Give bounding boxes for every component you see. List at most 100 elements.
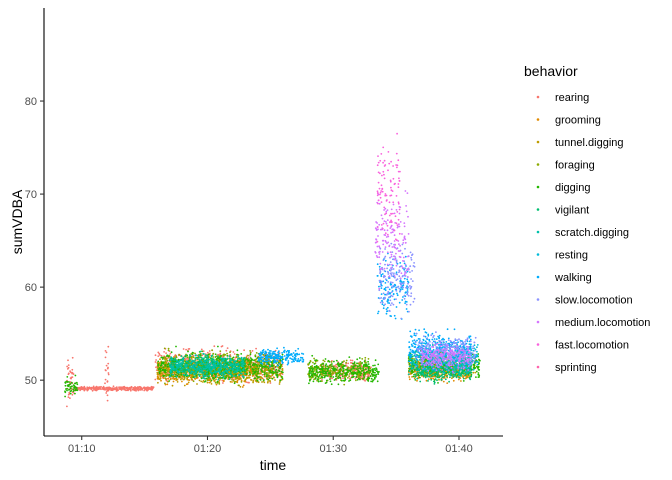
data-point-digging — [377, 373, 380, 375]
data-point-foraging — [219, 377, 222, 380]
data-point-digging — [373, 376, 376, 379]
data-point-rearing — [68, 391, 71, 394]
data-point-digging — [312, 370, 314, 373]
data-point-digging — [314, 372, 317, 375]
data-point-foraging — [192, 356, 195, 359]
data-point-digging — [216, 380, 219, 383]
data-point-digging — [255, 363, 257, 366]
data-point-grooming — [181, 380, 183, 383]
data-point-digging — [348, 356, 351, 358]
data-point-digging — [369, 370, 372, 372]
data-point-digging — [317, 366, 320, 369]
data-point-digging — [316, 371, 319, 374]
data-point-digging — [332, 366, 335, 368]
data-point-rearing — [67, 396, 70, 398]
data-point-foraging — [215, 355, 218, 358]
data-point-grooming — [236, 379, 239, 382]
data-point-digging — [266, 374, 269, 376]
data-point-digging — [276, 376, 279, 379]
data-point-rearing — [83, 387, 86, 390]
data-point-digging — [207, 372, 210, 375]
data-point-foraging — [166, 369, 168, 372]
data-point-digging — [371, 368, 373, 371]
data-point-rearing — [163, 351, 166, 353]
data-point-digging — [364, 363, 367, 365]
data-point-digging — [338, 376, 341, 379]
data-point-digging — [363, 360, 366, 363]
data-point-digging — [413, 358, 415, 360]
data-point-digging — [266, 366, 268, 369]
data-point-rearing — [249, 355, 251, 357]
data-point-digging — [341, 379, 343, 382]
data-point-tunnel-digging — [268, 372, 270, 375]
data-point-digging — [346, 368, 349, 370]
data-point-rearing — [66, 405, 68, 408]
data-point-grooming — [185, 383, 188, 386]
data-point-digging — [339, 370, 341, 373]
data-point-digging — [373, 367, 376, 370]
data-point-rearing — [79, 388, 82, 391]
data-point-rearing — [165, 352, 168, 354]
data-point-digging — [332, 376, 335, 378]
data-point-digging — [70, 381, 73, 384]
data-point-digging — [230, 376, 232, 379]
data-point-rearing — [105, 392, 108, 394]
data-point-digging — [325, 371, 328, 373]
data-point-digging — [252, 371, 255, 373]
data-point-grooming — [215, 383, 218, 386]
data-point-digging — [475, 370, 478, 373]
data-point-digging — [278, 365, 281, 368]
data-point-tunnel-digging — [158, 362, 161, 365]
data-point-tunnel-digging — [160, 372, 163, 375]
data-point-rearing — [331, 377, 333, 380]
data-point-digging — [341, 361, 344, 364]
data-point-rearing — [146, 386, 149, 389]
data-point-tunnel-digging — [159, 378, 161, 380]
data-point-rearing — [157, 355, 160, 357]
data-point-digging — [248, 371, 251, 374]
data-point-digging — [337, 377, 340, 380]
data-point-digging — [472, 367, 475, 369]
data-point-foraging — [199, 352, 202, 355]
data-point-digging — [281, 377, 284, 380]
data-point-foraging — [175, 356, 178, 359]
data-point-digging — [356, 358, 359, 361]
data-point-rearing — [155, 366, 157, 369]
data-point-rearing — [158, 352, 161, 355]
data-point-digging — [370, 377, 373, 380]
data-point-rearing — [107, 345, 110, 348]
data-point-digging — [321, 369, 324, 372]
data-point-foraging — [364, 356, 367, 359]
data-point-digging — [374, 369, 377, 372]
data-point-digging — [356, 365, 359, 368]
data-point-vigilant — [184, 354, 187, 357]
data-point-digging — [356, 362, 358, 365]
data-point-digging — [253, 377, 256, 380]
data-point-foraging — [255, 352, 258, 354]
data-point-digging — [316, 378, 319, 381]
data-point-tunnel-digging — [231, 378, 233, 381]
data-point-digging — [376, 380, 379, 383]
data-point-digging — [473, 364, 476, 367]
data-point-digging — [361, 362, 363, 364]
data-point-rearing — [141, 387, 144, 390]
data-point-digging — [342, 365, 344, 368]
data-point-rearing — [107, 362, 110, 365]
data-point-digging — [367, 363, 370, 365]
data-point-grooming — [173, 356, 175, 358]
data-point-rearing — [106, 394, 109, 397]
data-point-tunnel-digging — [248, 374, 250, 377]
data-point-rearing — [91, 389, 94, 392]
data-point-digging — [252, 362, 255, 365]
data-point-digging — [67, 384, 70, 387]
data-point-digging — [344, 372, 346, 375]
data-point-digging — [330, 383, 333, 386]
data-point-digging — [475, 365, 478, 368]
data-point-tunnel-digging — [260, 372, 262, 375]
data-point-rearing — [70, 376, 73, 379]
data-point-foraging — [343, 360, 345, 363]
data-point-digging — [374, 364, 376, 367]
data-point-rearing — [106, 399, 109, 402]
data-point-tunnel-digging — [281, 368, 284, 371]
data-point-digging — [313, 365, 316, 368]
